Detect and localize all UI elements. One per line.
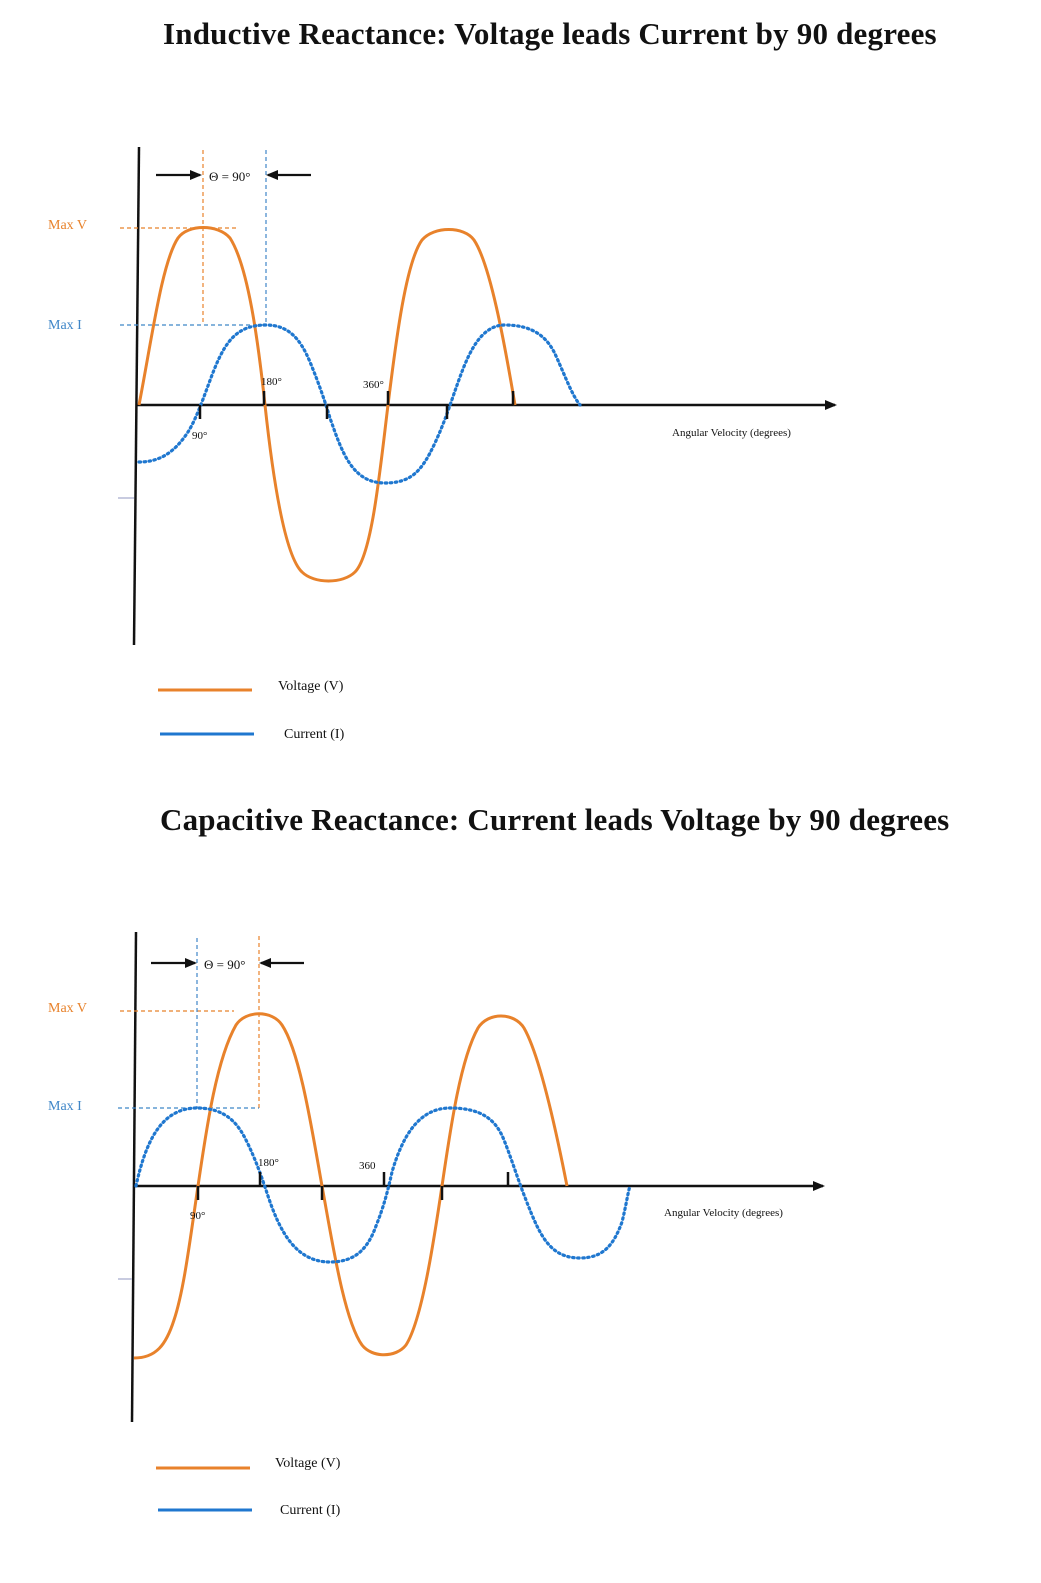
- legend-current-label: Current (I): [280, 1503, 341, 1518]
- y-axis: [130, 931, 138, 1423]
- tick-label-360: 360: [359, 1160, 376, 1172]
- legend-current-label: Current (I): [284, 727, 345, 742]
- max-v-label: Max V: [48, 1001, 87, 1016]
- tick-label-90: 90°: [192, 430, 207, 442]
- current-wave: [134, 1106, 632, 1264]
- legend-voltage-label: Voltage (V): [278, 679, 344, 694]
- phase-label: Θ = 90°: [204, 957, 245, 972]
- current-wave: [137, 323, 582, 485]
- tick-label-360: 360°: [363, 379, 384, 391]
- diagram-title-capacitive: Capacitive Reactance: Current leads Volt…: [160, 802, 950, 837]
- phase-label: Θ = 90°: [209, 169, 250, 184]
- max-v-label: Max V: [48, 218, 87, 233]
- legend-voltage-label: Voltage (V): [275, 1456, 341, 1471]
- tick-label-180: 180°: [261, 376, 282, 388]
- max-i-label: Max I: [48, 1099, 82, 1114]
- x-axis-label: Angular Velocity (degrees): [672, 427, 791, 439]
- inductive-reactance-diagram: Θ = 90° Max V Max I 90° 180° 360° Angula…: [48, 146, 837, 742]
- voltage-wave: [137, 226, 517, 583]
- y-axis: [132, 146, 141, 646]
- x-axis-label: Angular Velocity (degrees): [664, 1207, 783, 1219]
- tick-label-90: 90°: [190, 1210, 205, 1222]
- tick-label-180: 180°: [258, 1157, 279, 1169]
- diagram-title-inductive: Inductive Reactance: Voltage leads Curre…: [163, 16, 937, 51]
- max-i-label: Max I: [48, 318, 82, 333]
